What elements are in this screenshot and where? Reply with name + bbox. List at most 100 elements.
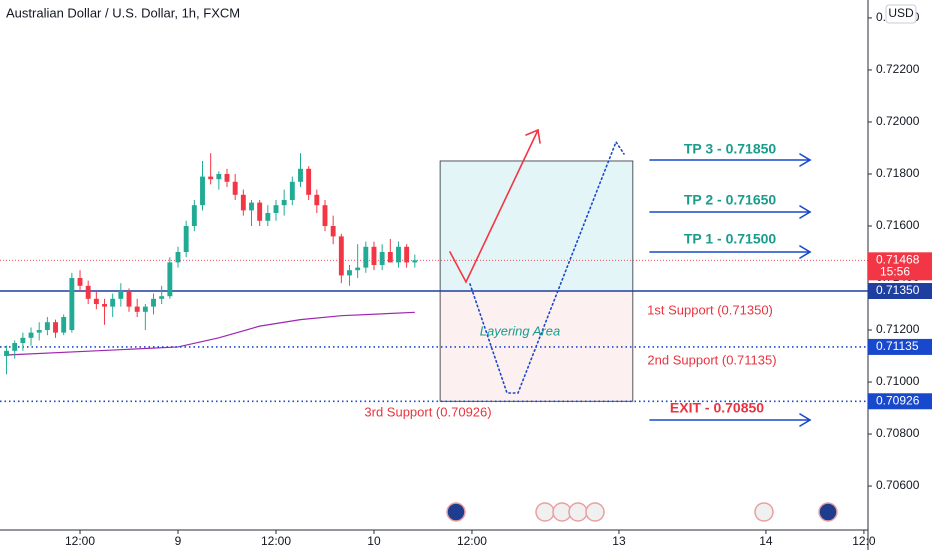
candle-body [322,205,328,226]
candle-body [69,278,75,331]
support2-label: 2nd Support (0.71135) [647,352,776,367]
candle-body [4,350,9,357]
candle-body [396,246,401,263]
y-tick-label: 0.71800 [876,166,920,180]
y-tick-label: 0.72000 [876,114,920,128]
layering-label: Layering Area [480,323,560,338]
x-tick-label: 12:00 [65,534,95,548]
price-label: 0.70926 [876,393,920,407]
x-tick-label: 12:00 [261,534,291,548]
blue-dotted-path [469,140,625,394]
current-price-box [868,252,932,281]
axes: 0.724000.722000.720000.718000.716000.714… [65,10,932,548]
tp3-label: TP 3 - 0.71850 [684,141,777,157]
candle-body [44,322,50,331]
x-tick-label: 14 [759,534,773,548]
currency: USD [888,6,914,20]
candle-body [118,291,124,299]
candle-body [191,205,197,226]
candle-body [363,246,369,268]
current-price-label: 0.71468 [876,252,920,266]
candle-body [208,176,214,180]
candle-body [85,285,91,299]
y-tick-label: 0.72200 [876,62,920,76]
candle-body [110,298,116,307]
candle-body [224,173,230,182]
y-tick-label: 0.70600 [876,478,920,492]
candle-body [379,251,385,265]
support1-label: 1st Support (0.71350) [647,302,773,317]
chart-title: Australian Dollar / U.S. Dollar, 1h, FXC… [6,5,240,20]
candle-body [12,343,18,351]
candle-body [142,306,148,312]
candle-body [77,278,83,286]
candle-body [249,202,254,211]
candle-body [232,181,238,195]
y-tick-label: 0.71200 [876,322,920,336]
x-tick-label: 10 [367,534,381,548]
tp2-label: TP 2 - 0.71650 [684,192,777,208]
candle-body [36,330,42,333]
x-tick-label: 12:00 [457,534,487,548]
candle-body [281,199,287,206]
candle-body [371,246,377,265]
time-axis-bg [0,530,868,550]
exit-label: EXIT - 0.70850 [670,400,764,416]
y-tick-label: 0.70800 [876,426,920,440]
candle-body [102,304,107,307]
candle-body [412,260,418,263]
tp-arrows [649,153,812,427]
zones [439,160,634,402]
currency-box [885,4,917,24]
candle-body [298,168,303,182]
candle-body [404,246,410,263]
candle-body [273,205,279,213]
candle-body [216,173,222,180]
tp1-label: TP 1 - 0.71500 [684,231,777,247]
candle-body [134,306,140,312]
candle-body [126,291,132,307]
candle-body [314,194,320,206]
countdown-label: 15:56 [880,264,910,278]
candle-body [330,225,336,237]
x-tick-label: 9 [175,534,182,548]
red-arrow [449,129,539,284]
candle-body [28,332,34,338]
candle-body [347,270,352,276]
price-label-box [868,283,932,300]
candle-body [175,251,181,263]
candle-body [387,251,393,263]
price-label-box [868,338,932,355]
candle-body [183,225,189,252]
candle-body [167,262,173,297]
candle-body [355,267,361,271]
candle-body [200,176,205,206]
candle-body [338,236,344,276]
candle-body [265,212,271,221]
arrow-head [525,128,541,144]
x-tick-label: 13 [612,534,626,548]
zone [439,160,634,292]
candle-body [257,202,263,221]
annotations: TP 3 - 0.71850 TP 2 - 0.71650 TP 1 - 0.7… [364,128,812,427]
plot [0,153,868,403]
price-label: 0.71350 [876,283,920,297]
candle-body [93,298,99,305]
candle-body [306,168,312,195]
candle-body [61,317,67,333]
y-tick-label: 0.71000 [876,374,920,388]
y-tick-label: 0.71600 [876,218,920,232]
moving-average [6,311,415,356]
candle-body [289,181,295,200]
candle-body [159,296,165,299]
event-icons [446,502,838,522]
candle-body [20,337,26,344]
x-tick-label: 12:0 [852,534,876,548]
price-label: 0.71135 [876,339,919,353]
candle-body [53,322,58,333]
candle-body [240,194,246,211]
price-label-box [868,393,932,410]
support3-label: 3rd Support (0.70926) [364,404,491,419]
candle-body [151,298,156,307]
